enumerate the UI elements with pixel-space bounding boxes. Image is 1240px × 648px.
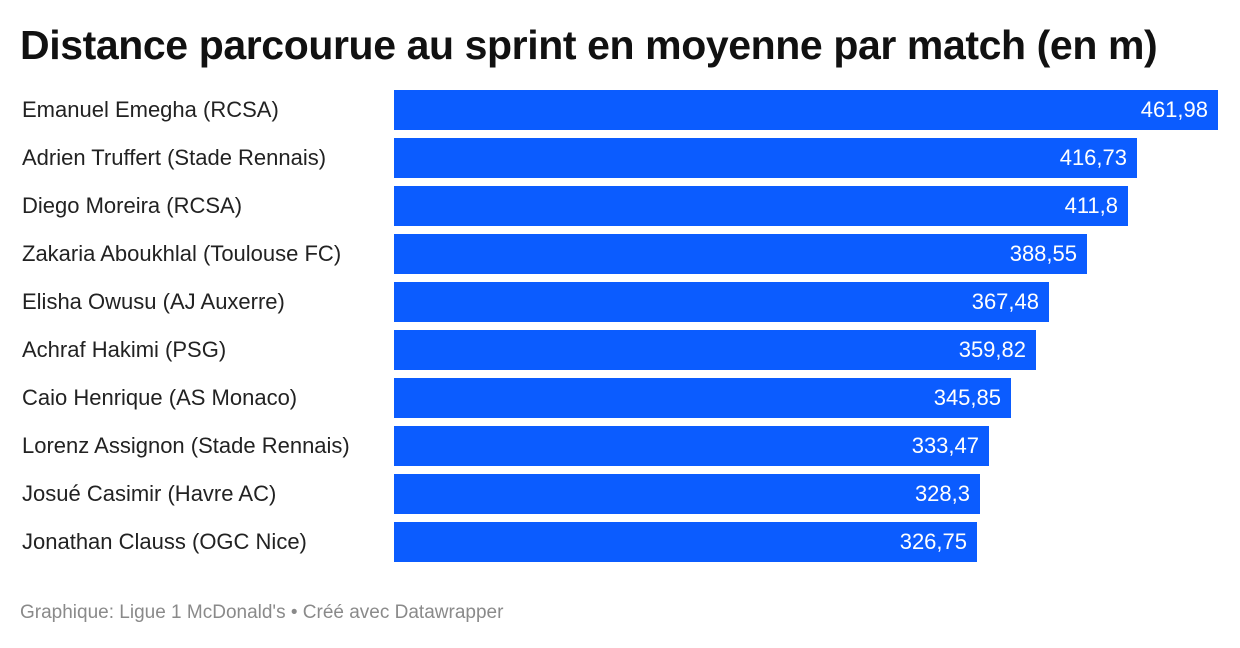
bar: 388,55 [394,234,1087,274]
bar: 328,3 [394,474,980,514]
chart-title: Distance parcourue au sprint en moyenne … [20,22,1158,68]
bar: 359,82 [394,330,1036,370]
bar-value-label: 416,73 [1059,145,1127,170]
category-label: Jonathan Clauss (OGC Nice) [22,529,307,554]
bar-row: Caio Henrique (AS Monaco) 345,85 [0,378,1240,418]
bar-value-label: 411,8 [1064,193,1118,218]
category-label: Josué Casimir (Havre AC) [22,481,277,506]
category-label: Achraf Hakimi (PSG) [22,337,227,362]
bar-row: Zakaria Aboukhlal (Toulouse FC) 388,55 [0,234,1240,274]
bar-chart: Emanuel Emegha (RCSA) 461,98 Adrien Truffe… [0,90,1240,570]
bar-value-label: 333,47 [911,433,979,458]
bar-value-label: 388,55 [1009,241,1077,266]
bar-value-label: 326,75 [899,529,967,554]
bar: 367,48 [394,282,1049,322]
bar: 345,85 [394,378,1011,418]
bar-row: Jonathan Clauss (OGC Nice) 326,75 [0,522,1240,562]
category-label: Caio Henrique (AS Monaco) [22,385,298,410]
chart-footer: Graphique: Ligue 1 McDonald's • Créé ave… [20,602,504,623]
bar: 461,98 [394,90,1218,130]
bar-row: Achraf Hakimi (PSG) 359,82 [0,330,1240,370]
bar-row: Adrien Truffert (Stade Rennais) 416,73 [0,138,1240,178]
bar: 326,75 [394,522,977,562]
bar-row: Emanuel Emegha (RCSA) 461,98 [0,90,1240,130]
bar-value-label: 461,98 [1140,97,1208,122]
category-label: Zakaria Aboukhlal (Toulouse FC) [22,241,342,266]
bar-value-label: 367,48 [971,289,1039,314]
bar-row: Elisha Owusu (AJ Auxerre) 367,48 [0,282,1240,322]
bar-value-label: 328,3 [914,481,970,506]
bar-row: Diego Moreira (RCSA) 411,8 [0,186,1240,226]
bar-row: Lorenz Assignon (Stade Rennais) 333,47 [0,426,1240,466]
bar-value-label: 359,82 [958,337,1026,362]
bar-value-label: 345,85 [933,385,1001,410]
bar: 333,47 [394,426,989,466]
category-label: Adrien Truffert (Stade Rennais) [22,145,327,170]
bar: 416,73 [394,138,1137,178]
bar-row: Josué Casimir (Havre AC) 328,3 [0,474,1240,514]
category-label: Diego Moreira (RCSA) [22,193,243,218]
category-label: Emanuel Emegha (RCSA) [22,97,279,122]
category-label: Lorenz Assignon (Stade Rennais) [22,433,350,458]
category-label: Elisha Owusu (AJ Auxerre) [22,289,285,314]
bar: 411,8 [394,186,1128,226]
